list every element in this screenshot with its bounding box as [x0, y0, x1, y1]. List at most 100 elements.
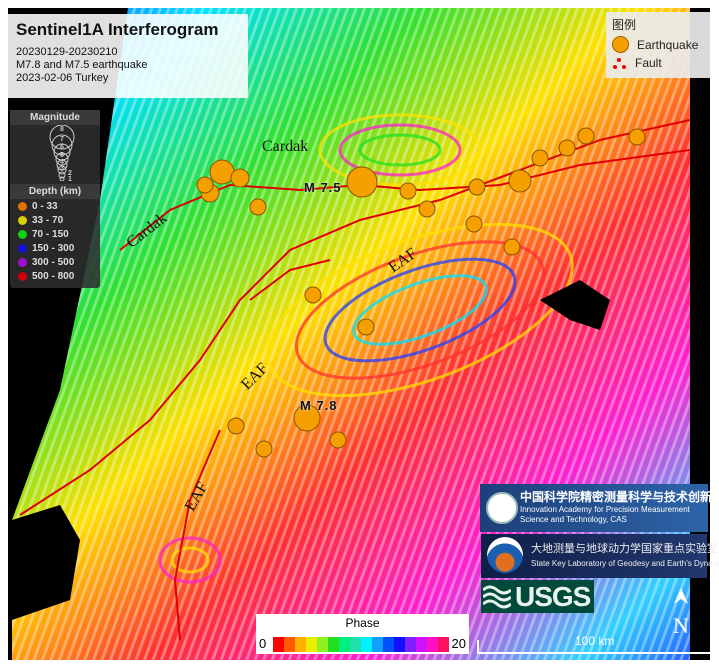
label-cardak: Cardak	[262, 138, 309, 155]
svg-text:5: 5	[60, 152, 64, 159]
earthquake-marker[interactable]	[531, 149, 549, 167]
phase-color-swatch	[383, 637, 394, 652]
phase-title: Phase	[345, 616, 380, 630]
scale-bar: 100 km	[477, 634, 712, 654]
legend-fault: Fault	[635, 56, 662, 70]
phase-color-ramp	[273, 637, 449, 652]
depth-row: 33 - 70	[10, 213, 100, 227]
label-m75: M 7.5	[304, 180, 342, 195]
svg-text:1: 1	[68, 176, 72, 181]
phase-color-swatch	[295, 637, 306, 652]
date-range: 20230129-20230210	[16, 46, 118, 58]
earthquake-marker[interactable]	[418, 200, 436, 218]
usgs-text: USGS	[515, 581, 591, 612]
depth-row: 0 - 33	[10, 199, 100, 213]
depth-color-icon	[18, 215, 27, 225]
depth-row: 70 - 150	[10, 227, 100, 241]
event-date: 2023-02-06 Turkey	[16, 72, 109, 84]
phase-color-swatch	[339, 637, 350, 652]
earthquake-marker[interactable]	[628, 128, 646, 146]
label-m78: M 7.8	[300, 398, 338, 413]
depth-row: 150 - 300	[10, 241, 100, 255]
earthquake-marker[interactable]	[577, 127, 595, 145]
phase-colorbar: Phase 0 20	[256, 614, 469, 654]
magnitude-title: Magnitude	[10, 110, 100, 125]
lab-name-en: State Key Laboratory of Geodesy and Eart…	[531, 559, 719, 568]
depth-color-icon	[18, 201, 27, 211]
phase-color-swatch	[405, 637, 416, 652]
svg-text:2: 2	[68, 170, 72, 177]
lab-seal-icon	[487, 537, 523, 573]
phase-color-swatch	[317, 637, 328, 652]
title-box: Sentinel1A Interferogram 20230129-202302…	[8, 14, 248, 98]
scale-label: 100 km	[575, 634, 615, 648]
earthquake-marker[interactable]	[465, 215, 483, 233]
map-title: Sentinel1A Interferogram	[16, 20, 219, 39]
depth-color-icon	[18, 257, 27, 267]
earthquake-marker[interactable]	[293, 404, 321, 432]
phase-color-swatch	[361, 637, 372, 652]
phase-color-swatch	[372, 637, 383, 652]
svg-text:8: 8	[60, 126, 64, 133]
phase-color-swatch	[350, 637, 361, 652]
earthquake-markers	[196, 127, 646, 458]
legend-earthquake: Earthquake	[637, 37, 699, 52]
cas-name-cn: 中国科学院精密测量科学与技术创新研究院	[520, 490, 719, 504]
phase-color-swatch	[284, 637, 295, 652]
north-arrow: N	[669, 588, 693, 638]
depth-label: 33 - 70	[32, 214, 64, 226]
legend: 图例 Earthquake Fault	[606, 12, 710, 78]
earthquake-marker[interactable]	[196, 176, 214, 194]
fault-icon	[613, 57, 626, 69]
svg-text:7: 7	[60, 136, 64, 143]
earthquake-marker[interactable]	[249, 198, 267, 216]
lab-name-cn: 大地测量与地球动力学国家重点实验室	[531, 543, 718, 555]
depth-row: 500 - 800	[10, 269, 100, 283]
depth-color-icon	[18, 271, 27, 281]
depth-label: 0 - 33	[32, 200, 58, 212]
legend-title: 图例	[612, 18, 637, 32]
usgs-waves-icon	[483, 585, 511, 609]
depth-title: Depth (km)	[10, 184, 100, 199]
earthquake-marker[interactable]	[357, 318, 375, 336]
svg-text:3: 3	[60, 165, 64, 172]
depth-color-icon	[18, 243, 27, 253]
earthquake-marker[interactable]	[304, 286, 322, 304]
phase-color-swatch	[416, 637, 427, 652]
earthquake-marker[interactable]	[230, 168, 250, 188]
phase-color-swatch	[273, 637, 284, 652]
phase-color-swatch	[394, 637, 405, 652]
north-arrow-icon	[674, 588, 688, 604]
earthquake-icon	[612, 36, 629, 53]
earthquake-marker[interactable]	[508, 169, 532, 193]
lab-logo: 大地测量与地球动力学国家重点实验室 State Key Laboratory o…	[481, 534, 719, 578]
north-label: N	[673, 613, 689, 638]
depth-label: 70 - 150	[32, 228, 69, 240]
earthquake-marker[interactable]	[346, 166, 378, 198]
depth-label: 300 - 500	[32, 256, 75, 268]
phase-color-swatch	[328, 637, 339, 652]
cas-logo: 中国科学院精密测量科学与技术创新研究院 Innovation Academy f…	[480, 484, 719, 532]
earthquake-marker[interactable]	[227, 417, 245, 435]
depth-label: 150 - 300	[32, 242, 75, 254]
svg-text:4: 4	[60, 159, 64, 166]
depth-color-icon	[18, 229, 27, 239]
phase-min: 0	[259, 636, 267, 651]
depth-label: 500 - 800	[32, 270, 75, 282]
phase-max: 20	[451, 636, 466, 651]
event-desc: M7.8 and M7.5 earthquake	[16, 59, 148, 71]
cas-seal-icon	[486, 492, 518, 524]
earthquake-marker[interactable]	[329, 431, 347, 449]
phase-color-swatch	[438, 637, 449, 652]
earthquake-marker[interactable]	[503, 238, 521, 256]
svg-text:6: 6	[60, 144, 64, 151]
usgs-logo: USGS	[481, 580, 594, 613]
earthquake-marker[interactable]	[209, 159, 235, 185]
earthquake-marker[interactable]	[399, 182, 417, 200]
earthquake-marker[interactable]	[558, 139, 576, 157]
earthquake-marker[interactable]	[468, 178, 486, 196]
earthquake-marker[interactable]	[255, 440, 273, 458]
phase-color-swatch	[427, 637, 438, 652]
